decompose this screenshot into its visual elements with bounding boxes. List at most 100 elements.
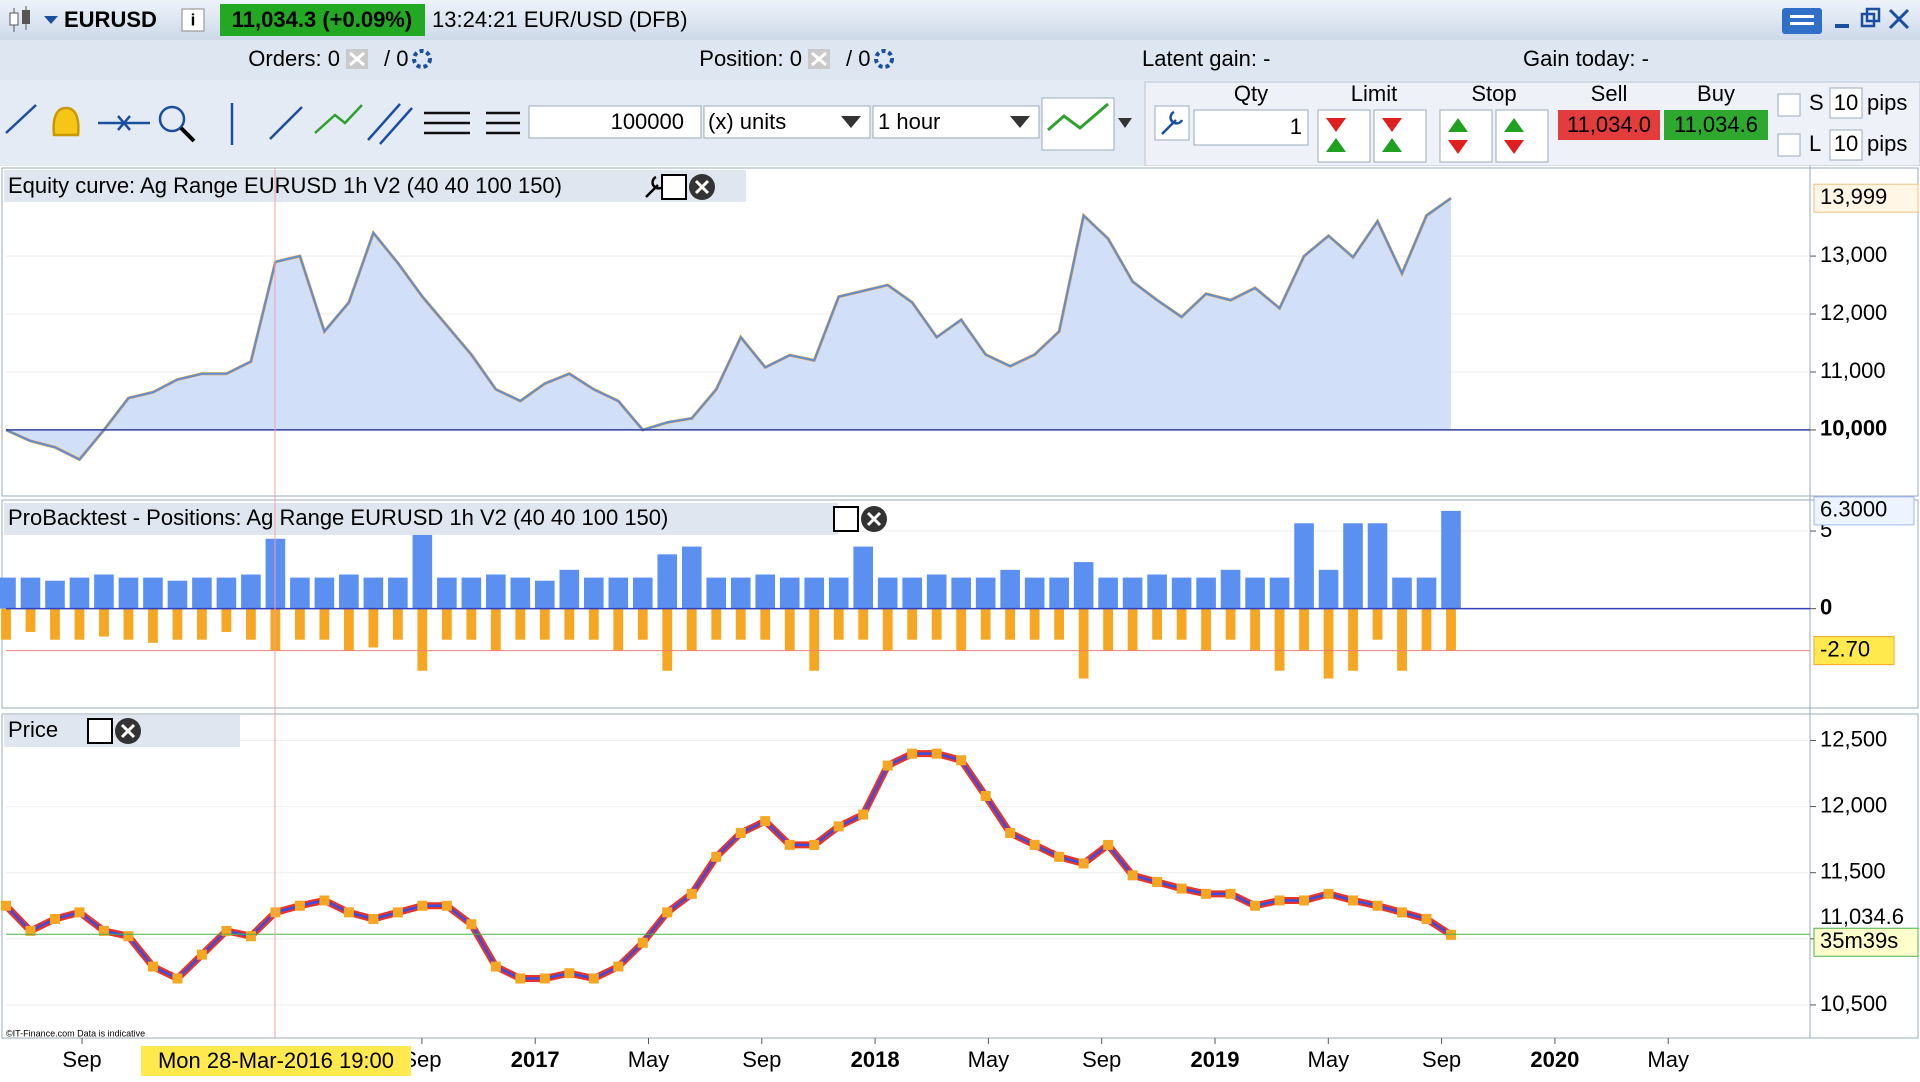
long-bar (510, 577, 531, 609)
maximize-button[interactable] (87, 718, 113, 744)
timeframe-select[interactable] (872, 105, 1040, 139)
last-value-box (1813, 183, 1919, 213)
close-icon (120, 723, 136, 739)
short-bar (148, 608, 158, 643)
short-bar (441, 608, 452, 640)
price-marker (1446, 929, 1456, 940)
info-button[interactable] (181, 8, 205, 32)
short-bar (735, 608, 746, 640)
long-bar (192, 577, 212, 609)
panel-title-bg (4, 503, 838, 535)
pips-unit: pips (1867, 131, 1907, 156)
orders-pending: / 0 (384, 46, 408, 71)
gain-today: Gain today: - (1523, 46, 1649, 71)
stop-toggle-label: S (1809, 90, 1824, 115)
maximize-button[interactable] (661, 174, 687, 200)
bracket-buttons[interactable] (1317, 109, 1549, 163)
long-bar (363, 577, 384, 609)
long-bar (1122, 577, 1143, 609)
sell-label: Sell (1591, 81, 1628, 106)
short-bar (1176, 608, 1187, 640)
window-controls[interactable] (1782, 7, 1910, 34)
limit-pips-input[interactable] (1829, 129, 1863, 161)
price-marker (1103, 839, 1114, 850)
qty-input[interactable] (1193, 109, 1309, 146)
quote-box (220, 4, 425, 36)
dropdown-arrow (1118, 118, 1132, 128)
price-marker (809, 839, 820, 850)
short-bar (1250, 608, 1260, 651)
long-bar (118, 577, 139, 609)
long-bar (339, 574, 359, 609)
long-bar (1441, 510, 1461, 609)
symbol-dropdown[interactable] (44, 16, 58, 24)
long-bar (657, 554, 678, 609)
price-marker (1005, 828, 1016, 839)
long-bar (1098, 577, 1118, 609)
dropdown-arrow (1010, 116, 1030, 128)
long-bar (1318, 569, 1339, 609)
long-bar (1294, 523, 1314, 609)
buy-button[interactable] (1664, 110, 1768, 140)
long-bar (804, 577, 825, 609)
price-marker (931, 748, 942, 759)
sell-button[interactable] (1558, 110, 1660, 140)
info-icon: i (191, 10, 196, 29)
price-marker (1201, 888, 1212, 899)
long-bar (94, 574, 114, 609)
price-marker (466, 919, 477, 930)
long-bar (730, 577, 751, 609)
panel-title: Equity curve: Ag Range EURUSD 1h V2 (40 … (8, 173, 562, 198)
limit-pips: 10 (1834, 131, 1858, 156)
units-select[interactable] (703, 105, 871, 139)
qty-label: Qty (1234, 81, 1268, 106)
long-bar (1269, 577, 1290, 609)
indicator-icon (1047, 102, 1109, 132)
x-tick-label: Sep (1082, 1047, 1121, 1072)
short-bar (760, 608, 771, 640)
price-marker (123, 931, 134, 942)
last-value-label: 13,999 (1820, 184, 1887, 209)
cancel-icons[interactable] (346, 49, 894, 69)
price-marker (686, 888, 697, 899)
price-marker (1078, 858, 1089, 869)
price-marker (98, 925, 109, 936)
price-marker (1176, 883, 1187, 894)
long-bar (20, 577, 41, 609)
long-bar (828, 577, 849, 609)
x-tick-label: 2018 (851, 1047, 900, 1072)
long-bar (1147, 574, 1167, 609)
wrench-icon (1161, 110, 1184, 135)
price-marker (784, 839, 795, 850)
short-bar (368, 608, 379, 648)
drawing-tools[interactable] (5, 103, 520, 145)
short-bar (588, 608, 599, 640)
short-bar (295, 608, 305, 640)
cursor-date-box (141, 1046, 411, 1076)
quantity-input[interactable] (528, 105, 702, 139)
x-tick-label: May (1308, 1047, 1350, 1072)
short-bar (882, 608, 893, 651)
limit-checkbox[interactable] (1777, 133, 1801, 157)
status-bar (0, 40, 1920, 80)
long-bar (951, 577, 971, 609)
price-marker (515, 973, 526, 984)
x-tick-label: Sep (62, 1047, 101, 1072)
stop-pips-input[interactable] (1829, 87, 1863, 119)
countdown-box (1813, 927, 1919, 957)
panel-frame (1, 167, 1919, 497)
short-bar (1348, 608, 1358, 671)
short-bar (1029, 608, 1040, 640)
maximize-button[interactable] (833, 506, 859, 532)
price-marker (833, 821, 844, 832)
short-bar (539, 608, 550, 640)
y-tick-label: 12,500 (1820, 726, 1887, 751)
price-marker (1348, 895, 1359, 906)
x-tick-label: 2017 (511, 1047, 560, 1072)
price-marker (1152, 876, 1163, 887)
short-bar (564, 608, 575, 640)
stop-checkbox[interactable] (1777, 93, 1801, 117)
x-tick-label: Sep (1422, 1047, 1461, 1072)
price-marker (1421, 913, 1432, 924)
y-tick-label: 11,000 (1820, 358, 1886, 383)
